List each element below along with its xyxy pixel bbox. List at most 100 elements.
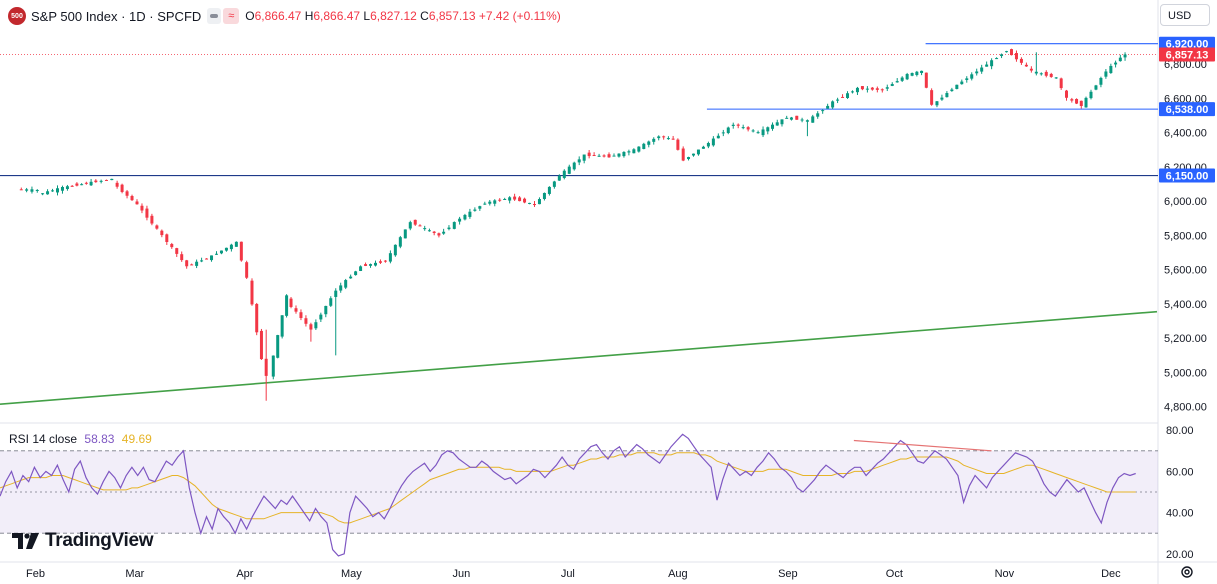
candle-body: [219, 250, 223, 254]
candle-body: [1089, 91, 1093, 99]
candle-body: [924, 72, 928, 88]
candle-body: [562, 170, 566, 178]
candle-body: [276, 335, 280, 358]
candle-body: [423, 228, 427, 230]
candle-body: [483, 203, 487, 205]
candle-body: [950, 89, 954, 92]
candle-body: [280, 315, 284, 337]
candle-body: [1044, 71, 1048, 76]
candle-body: [687, 157, 691, 160]
candle-body: [224, 247, 228, 251]
wave-toggle-icon[interactable]: ≈: [223, 8, 240, 24]
rsi-header[interactable]: RSI 14 close 58.83 49.69: [9, 432, 152, 446]
candle-body: [185, 260, 189, 267]
candle-body: [537, 199, 541, 205]
month-tick-label: Jul: [561, 568, 575, 580]
candle-body: [145, 208, 149, 218]
candle-body: [418, 225, 422, 227]
candle-body: [1070, 99, 1074, 101]
candle-body: [452, 222, 456, 229]
candle-body: [125, 191, 129, 196]
candle-body: [304, 318, 308, 324]
candle-body: [960, 81, 964, 85]
gear-icon[interactable]: [1180, 565, 1194, 579]
candle-body: [567, 166, 571, 174]
candle-body: [1109, 65, 1113, 74]
candle-body: [364, 264, 368, 266]
candle-body: [895, 81, 899, 83]
candle-body: [1099, 77, 1103, 85]
candle-body: [80, 184, 84, 186]
rsi-tick-label: 40.00: [1166, 508, 1194, 520]
candle-body: [900, 77, 904, 81]
month-tick-label: Jun: [453, 568, 471, 580]
candle-body: [816, 113, 820, 117]
candle-body: [155, 225, 159, 229]
candle-body: [627, 151, 631, 153]
candle-body: [1039, 73, 1043, 75]
candle-body: [369, 264, 373, 266]
price-tick-label: 5,800.00: [1164, 230, 1207, 242]
candle-body: [811, 116, 815, 123]
candle-body: [850, 91, 854, 93]
candle-body: [647, 141, 651, 145]
candle-body: [403, 229, 407, 239]
candle-body: [532, 204, 536, 206]
indicator-toggle-group[interactable]: ≈: [207, 8, 240, 24]
candle-body: [1029, 68, 1033, 71]
candle-body: [890, 84, 894, 86]
month-tick-label: Oct: [886, 568, 903, 580]
price-tick-label: 4,800.00: [1164, 402, 1207, 414]
rsi-line: [0, 433, 1136, 557]
eye-toggle-icon[interactable]: [207, 8, 222, 24]
candle-body: [130, 195, 134, 201]
candle-body: [1118, 57, 1122, 62]
candle-body: [676, 139, 680, 150]
candle-body: [980, 67, 984, 72]
candle-body: [602, 155, 606, 157]
tradingview-wordmark: TradingView: [45, 530, 154, 551]
candle-body: [285, 295, 289, 316]
candle-body: [35, 189, 39, 191]
candle-body: [75, 183, 79, 186]
candle-body: [572, 162, 576, 170]
candle-body: [731, 124, 735, 127]
candle-body: [523, 198, 527, 203]
candle-body: [821, 110, 825, 112]
candle-body: [860, 86, 864, 90]
candle-body: [1059, 78, 1063, 89]
candle-body: [751, 130, 755, 132]
tradingview-logo[interactable]: TradingView: [12, 530, 154, 552]
candle-body: [458, 218, 462, 222]
candle-body: [637, 146, 641, 152]
currency-selector[interactable]: USD: [1160, 4, 1210, 26]
candle-body: [836, 99, 840, 101]
candle-body: [393, 244, 397, 256]
candle-body: [826, 105, 830, 109]
symbol-title[interactable]: S&P 500 Index · 1D · SPCFD: [31, 8, 202, 24]
candle-body: [1005, 51, 1009, 53]
candle-body: [413, 219, 417, 225]
candle-body: [582, 154, 586, 161]
candle-body: [398, 237, 402, 247]
candle-body: [354, 271, 358, 276]
candle-body: [175, 248, 179, 254]
candle-body: [542, 192, 546, 200]
candle-body: [1079, 100, 1083, 107]
candle-body: [508, 197, 512, 201]
price-label-tag: [1159, 47, 1215, 62]
candle-body: [910, 73, 914, 76]
candle-body: [165, 234, 169, 242]
price-change: +7.42 (+0.11%): [478, 9, 561, 23]
candle-body: [985, 64, 989, 67]
candle-body: [805, 120, 809, 122]
month-tick-label: Mar: [125, 568, 144, 580]
trend-line: [0, 310, 1158, 405]
candle-body: [855, 87, 859, 93]
price-label-tag: [1159, 102, 1215, 117]
candle-body: [334, 290, 338, 297]
candle-body: [437, 233, 441, 236]
tradingview-logo-icon: [12, 533, 39, 549]
rsi-tick-label: 20.00: [1166, 549, 1194, 561]
